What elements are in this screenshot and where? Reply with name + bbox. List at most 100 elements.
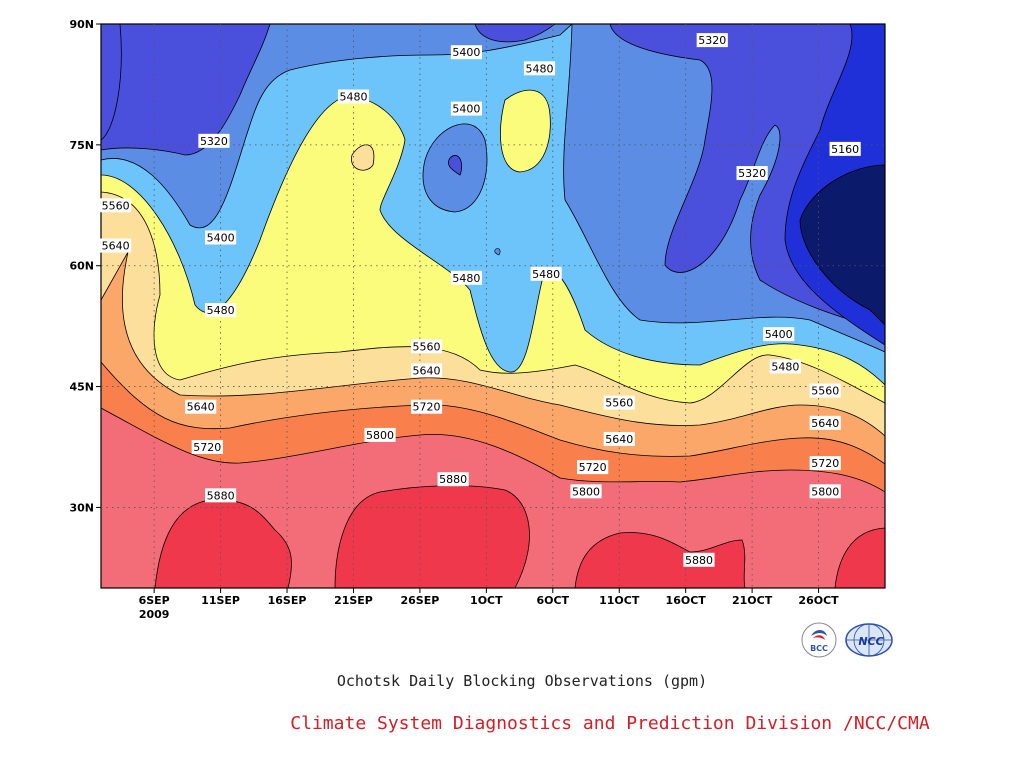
contour-label: 5400 [452, 103, 480, 116]
fill-5240-5320 [474, 24, 556, 43]
contour-label: 5880 [207, 489, 235, 502]
contour-label-box [100, 198, 132, 213]
contour-label: 5400 [765, 328, 793, 341]
y-tick-label: 90N [69, 18, 94, 31]
contour-label-box [523, 61, 556, 76]
y-tick-label: 75N [69, 139, 94, 152]
contour-label: 5640 [811, 417, 839, 430]
contour-label-box [450, 45, 483, 60]
contour-label-box [809, 484, 841, 499]
contour-label: 5400 [452, 46, 480, 59]
x-tick-label: 21SEP [334, 594, 373, 607]
contour-label: 5800 [572, 485, 600, 498]
x-year-label: 2009 [139, 608, 170, 621]
contour-label-box [185, 399, 217, 414]
contour-label-box [364, 427, 396, 442]
contour-label: 5480 [452, 272, 480, 285]
svg-text:BCC: BCC [810, 644, 828, 653]
contour-label-box [530, 266, 562, 281]
fill-above-5880 [154, 499, 292, 588]
contour-label-box [696, 33, 728, 48]
x-tick-label: 11SEP [201, 594, 240, 607]
fill-5320-5400 [494, 248, 501, 256]
contour-label-box [809, 383, 841, 398]
contour-label-box [410, 399, 443, 414]
contour-label-box [683, 552, 715, 567]
contour-label: 5320 [698, 34, 726, 47]
contour-label: 5720 [413, 401, 441, 414]
credit-text: Climate System Diagnostics and Predictio… [290, 713, 930, 734]
contour-label-box [736, 166, 768, 181]
contour-label-box [198, 133, 230, 148]
contour-label-box [577, 460, 609, 475]
contour-label: 5720 [193, 441, 221, 454]
contour-label-box [603, 431, 635, 446]
contour-label: 5480 [526, 62, 554, 75]
fill-5240-5320 [101, 24, 122, 141]
plot-frame [100, 23, 886, 589]
contour-label: 5640 [187, 401, 215, 414]
contour-label-box [337, 89, 370, 104]
contour-label: 5640 [413, 364, 441, 377]
contour-label: 5800 [366, 429, 394, 442]
x-tick-label: 21OCT [732, 594, 773, 607]
contour-label-box [191, 440, 223, 454]
fill-5480-5560 [500, 89, 551, 173]
x-tick-label: 16OCT [666, 594, 707, 607]
y-tick-label: 30N [69, 501, 94, 514]
contour-fill-layer [101, 24, 885, 588]
x-tick-label: 6SEP [139, 594, 170, 607]
contour-label-box [570, 484, 602, 499]
contour-label-box [809, 456, 841, 471]
contour-label-box [204, 488, 237, 503]
contour-label: 5560 [605, 397, 633, 410]
contour-label: 5480 [532, 268, 560, 281]
contour-label: 5160 [831, 143, 859, 156]
contour-label: 5560 [102, 199, 130, 212]
ncc-logo: NCC [845, 623, 893, 657]
chart-title: Ochotsk Daily Blocking Observations (gpm… [336, 672, 708, 690]
fill-5240-5320 [447, 155, 463, 176]
contour-label: 5880 [439, 473, 467, 486]
contour-label: 5480 [771, 360, 799, 373]
fill-above-5880 [334, 485, 530, 588]
contour-label-box [100, 238, 132, 253]
x-tick-label: 1OCT [470, 594, 503, 607]
contour-label: 5800 [811, 485, 839, 498]
contour-label-box [410, 339, 443, 354]
contour-label-box [450, 101, 483, 116]
contour-label-box [410, 363, 443, 378]
contour-label: 5880 [685, 554, 713, 567]
contour-label: 5640 [605, 433, 633, 446]
y-tick-label: 60N [69, 260, 94, 273]
fill-above-5880 [574, 532, 746, 588]
contour-label-box [769, 359, 801, 374]
contour-label-box [204, 303, 237, 318]
svg-text:NCC: NCC [858, 635, 883, 648]
y-tick-label: 45N [69, 381, 94, 394]
contour-label: 5400 [207, 232, 235, 245]
contour-label: 5720 [811, 457, 839, 470]
x-tick-label: 26OCT [798, 594, 839, 607]
x-tick-label: 11OCT [599, 594, 640, 607]
bcc-logo: BCC [801, 622, 837, 658]
contour-label: 5560 [413, 340, 441, 353]
x-tick-label: 6OCT [536, 594, 569, 607]
contour-label-box [829, 141, 861, 156]
contour-label: 5480 [207, 304, 235, 317]
contour-label-box [603, 395, 635, 410]
contour-label: 5560 [811, 385, 839, 398]
contour-label-box [450, 270, 483, 285]
x-tick-label: 26SEP [401, 594, 440, 607]
contour-label: 5320 [738, 167, 766, 180]
contour-label-box [809, 415, 841, 430]
contour-label-box [763, 327, 795, 342]
contour-label-box [437, 472, 469, 487]
contour-label-box [204, 230, 237, 245]
grid [101, 24, 885, 588]
contour-label: 5320 [200, 135, 228, 148]
x-tick-label: 16SEP [268, 594, 307, 607]
contour-label: 5720 [579, 461, 607, 474]
fill-below-5160 [799, 164, 885, 326]
